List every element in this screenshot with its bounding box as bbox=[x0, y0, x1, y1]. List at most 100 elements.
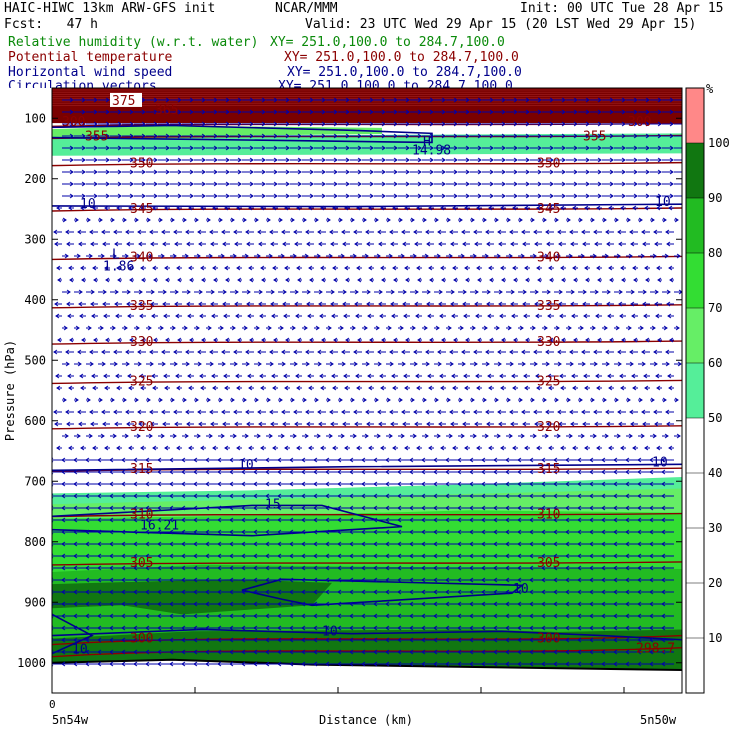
vector-arrowhead bbox=[357, 169, 362, 175]
vector-arrowhead bbox=[237, 181, 242, 187]
vector-arrowhead bbox=[585, 193, 590, 199]
vector-arrowhead bbox=[565, 517, 570, 523]
vector-arrowhead bbox=[188, 205, 193, 211]
vector-arrowhead bbox=[645, 145, 650, 151]
vector-arrowhead bbox=[649, 637, 654, 643]
vector-arrowhead bbox=[90, 289, 95, 295]
vector-arrowhead bbox=[140, 445, 145, 451]
vector-arrowhead bbox=[73, 649, 78, 655]
vector-arrowhead bbox=[618, 421, 623, 427]
vector-arrowhead bbox=[241, 481, 246, 487]
vector-arrowhead bbox=[198, 421, 203, 427]
vector-arrowhead bbox=[445, 553, 450, 559]
vector-arrowhead bbox=[337, 589, 342, 595]
vector-arrowhead bbox=[637, 553, 642, 559]
vector-arrowhead bbox=[545, 349, 550, 355]
vector-arrowhead bbox=[305, 361, 310, 367]
vector-arrowhead bbox=[645, 157, 650, 163]
vector-arrowhead bbox=[277, 553, 282, 559]
vector-arrowhead bbox=[296, 385, 301, 391]
vector-arrowhead bbox=[481, 577, 486, 583]
vector-arrowhead bbox=[157, 649, 162, 655]
vector-arrowhead bbox=[462, 421, 467, 427]
vector-arrowhead bbox=[565, 589, 570, 595]
vector-arrowhead bbox=[297, 121, 302, 127]
vector-arrowhead bbox=[547, 313, 552, 319]
vector-arrowhead bbox=[535, 313, 540, 319]
vector-arrowhead bbox=[61, 661, 66, 667]
vector-arrowhead bbox=[642, 241, 647, 247]
vector-arrowhead bbox=[318, 421, 323, 427]
vector-arrowhead bbox=[417, 97, 422, 103]
vector-arrowhead bbox=[232, 253, 237, 259]
vector-arrowhead bbox=[337, 541, 342, 547]
vector-arrowhead bbox=[397, 613, 402, 619]
vector-arrowhead bbox=[605, 409, 610, 415]
vector-arrowhead bbox=[649, 529, 654, 535]
vector-arrowhead bbox=[325, 577, 330, 583]
vector-arrowhead bbox=[145, 589, 150, 595]
vector-arrowhead bbox=[523, 313, 528, 319]
vector-arrowhead bbox=[579, 325, 584, 331]
vector-arrowhead bbox=[477, 181, 482, 187]
vector-arrowhead bbox=[301, 493, 306, 499]
vector-arrowhead bbox=[85, 637, 90, 643]
wind-contour-10-low bbox=[241, 578, 525, 607]
vector-arrowhead bbox=[644, 445, 649, 451]
vector-arrowhead bbox=[217, 637, 222, 643]
vector-arrowhead bbox=[194, 217, 199, 223]
vector-arrowhead bbox=[428, 445, 433, 451]
vector-arrowhead bbox=[493, 649, 498, 655]
vector-arrowhead bbox=[458, 397, 463, 403]
vector-arrowhead bbox=[669, 181, 674, 187]
vector-arrowhead bbox=[546, 301, 551, 307]
vector-arrowhead bbox=[457, 469, 462, 475]
field-theta-name: Potential temperature bbox=[8, 50, 173, 65]
vector-arrowhead bbox=[457, 541, 462, 547]
vector-arrowhead bbox=[138, 289, 143, 295]
vector-arrowhead bbox=[290, 397, 295, 403]
vector-arrowhead bbox=[421, 481, 426, 487]
vector-arrowhead bbox=[271, 373, 276, 379]
vector-arrowhead bbox=[393, 133, 398, 139]
vector-arrowhead bbox=[405, 181, 410, 187]
vector-arrowhead bbox=[133, 637, 138, 643]
vector-arrowhead bbox=[241, 457, 246, 463]
vector-arrowhead bbox=[309, 121, 314, 127]
vector-arrowhead bbox=[525, 145, 530, 151]
vector-arrowhead bbox=[637, 529, 642, 535]
vector-arrowhead bbox=[296, 265, 301, 271]
vector-arrowhead bbox=[601, 589, 606, 595]
vector-arrowhead bbox=[676, 253, 681, 259]
vector-arrowhead bbox=[177, 277, 182, 283]
vector-arrowhead bbox=[377, 361, 382, 367]
vector-arrowhead bbox=[341, 409, 346, 415]
vector-arrowhead bbox=[66, 421, 71, 427]
vector-arrowhead bbox=[512, 205, 517, 211]
vector-arrowhead bbox=[268, 253, 273, 259]
vector-arrowhead bbox=[589, 457, 594, 463]
vector-arrowhead bbox=[129, 121, 134, 127]
vector-arrowhead bbox=[568, 433, 573, 439]
vector-arrowhead bbox=[123, 325, 128, 331]
vector-arrowhead bbox=[141, 277, 146, 283]
vector-arrowhead bbox=[529, 577, 534, 583]
vector-arrowhead bbox=[85, 481, 90, 487]
vector-arrowhead bbox=[193, 637, 198, 643]
vector-arrowhead bbox=[306, 301, 311, 307]
vector-arrowhead bbox=[554, 217, 559, 223]
vector-arrowhead bbox=[461, 229, 466, 235]
vector-arrowhead bbox=[329, 409, 334, 415]
vector-arrowhead bbox=[409, 457, 414, 463]
vector-arrowhead bbox=[325, 457, 330, 463]
vector-arrowhead bbox=[613, 637, 618, 643]
vector-arrowhead bbox=[55, 373, 60, 379]
vector-arrowhead bbox=[585, 157, 590, 163]
vector-arrowhead bbox=[513, 121, 518, 127]
vector-arrowhead bbox=[105, 337, 110, 343]
vector-arrowhead bbox=[325, 637, 330, 643]
vector-arrowhead bbox=[545, 361, 550, 367]
vector-arrowhead bbox=[145, 613, 150, 619]
vector-arrowhead bbox=[525, 97, 530, 103]
vector-arrowhead bbox=[241, 649, 246, 655]
